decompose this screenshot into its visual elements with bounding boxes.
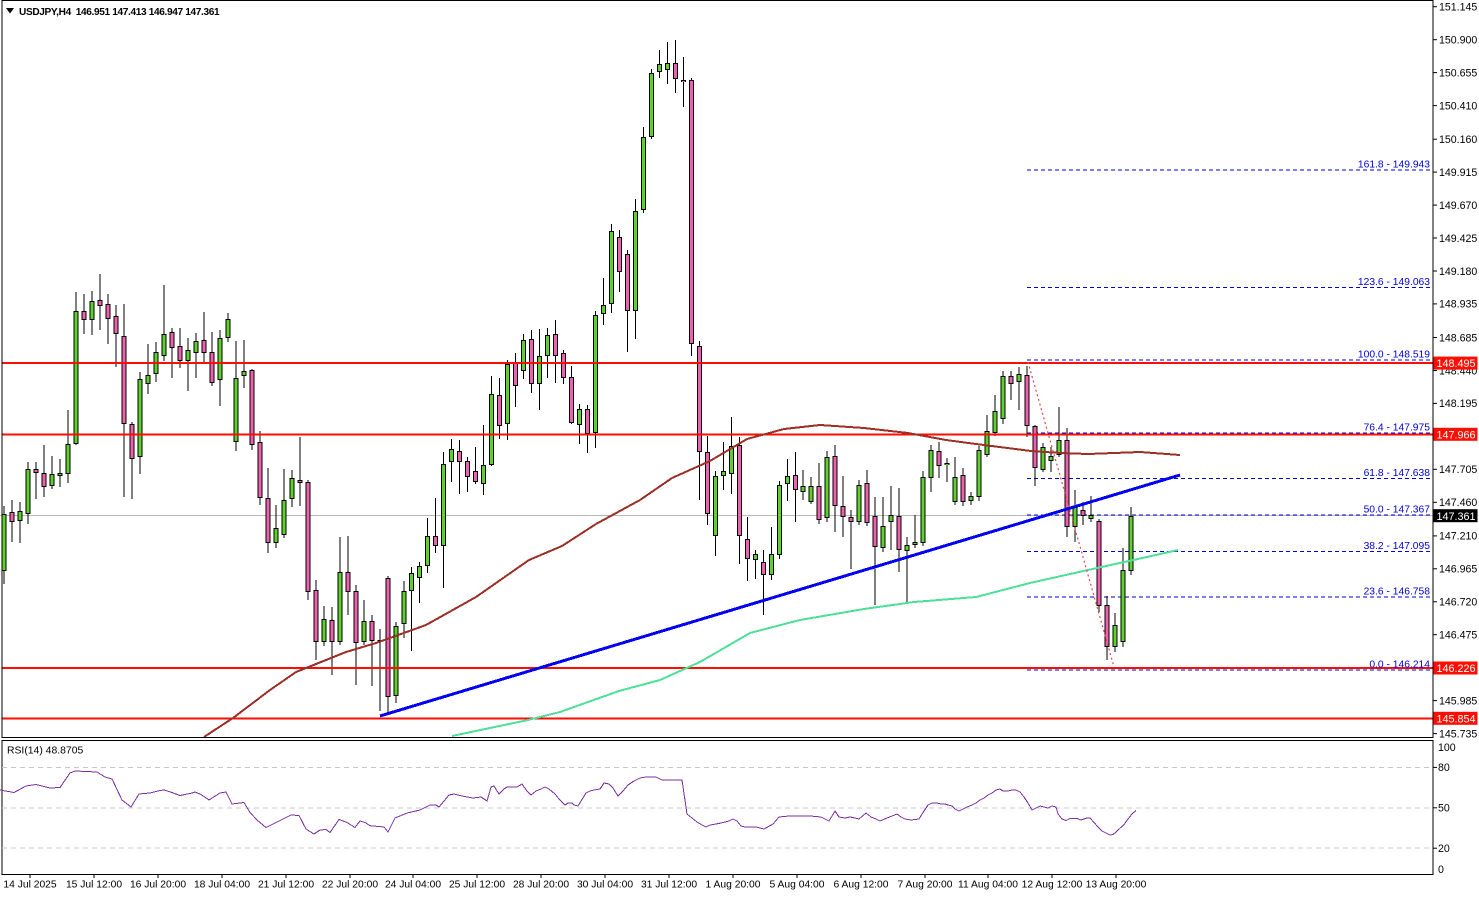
svg-text:149.670: 149.670 <box>1439 200 1477 212</box>
svg-text:15 Jul 12:00: 15 Jul 12:00 <box>66 880 122 891</box>
svg-text:24 Jul 04:00: 24 Jul 04:00 <box>385 880 441 891</box>
svg-text:14 Jul 2025: 14 Jul 2025 <box>3 880 57 891</box>
svg-text:22 Jul 20:00: 22 Jul 20:00 <box>322 880 378 891</box>
svg-text:149.180: 149.180 <box>1439 266 1477 278</box>
svg-text:148.685: 148.685 <box>1439 332 1477 344</box>
svg-text:50: 50 <box>1438 803 1450 815</box>
svg-text:151.145: 151.145 <box>1439 2 1477 14</box>
svg-text:18 Jul 04:00: 18 Jul 04:00 <box>194 880 250 891</box>
svg-text:146.226: 146.226 <box>1437 663 1476 675</box>
svg-text:145.735: 145.735 <box>1439 728 1477 740</box>
svg-text:147.966: 147.966 <box>1437 429 1476 441</box>
svg-text:31 Jul 12:00: 31 Jul 12:00 <box>641 880 697 891</box>
svg-text:147.460: 147.460 <box>1439 497 1477 509</box>
svg-text:148.495: 148.495 <box>1437 358 1476 370</box>
svg-text:25 Jul 12:00: 25 Jul 12:00 <box>449 880 505 891</box>
svg-text:150.655: 150.655 <box>1439 67 1477 79</box>
svg-text:100.0 - 148.519: 100.0 - 148.519 <box>1358 349 1430 360</box>
svg-text:146.965: 146.965 <box>1439 564 1477 576</box>
svg-text:23.6 - 146.758: 23.6 - 146.758 <box>1364 586 1431 597</box>
svg-text:145.985: 145.985 <box>1439 695 1477 707</box>
svg-text:61.8 - 147.638: 61.8 - 147.638 <box>1364 468 1431 479</box>
svg-text:147.705: 147.705 <box>1439 464 1477 476</box>
svg-text:1 Aug 20:00: 1 Aug 20:00 <box>706 880 761 891</box>
svg-text:149.425: 149.425 <box>1439 233 1477 245</box>
svg-text:0: 0 <box>1438 864 1444 876</box>
svg-text:11 Aug 04:00: 11 Aug 04:00 <box>958 880 1018 891</box>
svg-text:80: 80 <box>1438 762 1450 774</box>
svg-text:123.6 - 149.063: 123.6 - 149.063 <box>1358 277 1430 288</box>
svg-text:149.915: 149.915 <box>1439 167 1477 179</box>
svg-text:12 Aug 12:00: 12 Aug 12:00 <box>1022 880 1083 891</box>
svg-text:148.935: 148.935 <box>1439 299 1477 311</box>
svg-text:100: 100 <box>1438 742 1456 754</box>
svg-text:RSI(14) 48.8705: RSI(14) 48.8705 <box>7 746 83 757</box>
svg-text:38.2 - 147.095: 38.2 - 147.095 <box>1364 541 1431 552</box>
svg-text:30 Jul 04:00: 30 Jul 04:00 <box>577 880 633 891</box>
svg-text:28 Jul 20:00: 28 Jul 20:00 <box>513 880 569 891</box>
svg-text:16 Jul 20:00: 16 Jul 20:00 <box>130 880 186 891</box>
svg-text:5 Aug 04:00: 5 Aug 04:00 <box>770 880 825 891</box>
svg-text:150.900: 150.900 <box>1439 35 1477 47</box>
svg-text:147.361: 147.361 <box>1437 511 1476 523</box>
svg-text:50.0 - 147.367: 50.0 - 147.367 <box>1364 504 1431 515</box>
svg-text:6 Aug 12:00: 6 Aug 12:00 <box>834 880 889 891</box>
svg-text:148.195: 148.195 <box>1439 398 1477 410</box>
svg-text:20: 20 <box>1438 843 1450 855</box>
svg-text:161.8 - 149.943: 161.8 - 149.943 <box>1358 159 1430 170</box>
svg-text:145.854: 145.854 <box>1437 713 1476 725</box>
svg-text:150.160: 150.160 <box>1439 134 1477 146</box>
svg-text:150.410: 150.410 <box>1439 100 1477 112</box>
svg-text:21 Jul 12:00: 21 Jul 12:00 <box>258 880 314 891</box>
svg-text:147.210: 147.210 <box>1439 531 1477 543</box>
svg-text:76.4 - 147.975: 76.4 - 147.975 <box>1364 423 1431 434</box>
svg-text:13 Aug 20:00: 13 Aug 20:00 <box>1086 880 1147 891</box>
svg-text:146.475: 146.475 <box>1439 630 1477 642</box>
svg-text:0.0 - 146.214: 0.0 - 146.214 <box>1369 660 1430 671</box>
svg-text:7 Aug 20:00: 7 Aug 20:00 <box>898 880 953 891</box>
svg-text:146.720: 146.720 <box>1439 597 1477 609</box>
svg-text:USDJPY,H4 146.951 147.413 146: USDJPY,H4 146.951 147.413 146.947 147.36… <box>19 7 220 18</box>
